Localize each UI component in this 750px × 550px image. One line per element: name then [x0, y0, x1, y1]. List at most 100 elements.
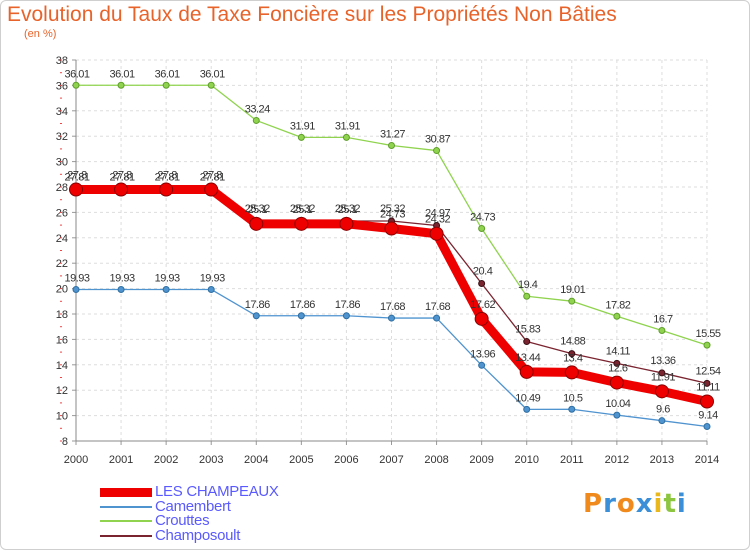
- data-point: [388, 141, 395, 149]
- data-point: [297, 133, 305, 141]
- x-tick-label: 2013: [650, 454, 674, 466]
- data-label: 17.86: [290, 299, 315, 311]
- data-point: [519, 364, 534, 379]
- data-point: [523, 338, 531, 346]
- y-tick-label: 30: [56, 157, 68, 169]
- logo-letter: i: [676, 489, 687, 519]
- data-label: 17.62: [470, 299, 495, 311]
- data-point: [114, 182, 129, 197]
- data-label: 19.01: [560, 284, 585, 296]
- x-tick-label: 2001: [109, 454, 133, 466]
- y-tick-label: 24: [56, 233, 68, 245]
- legend-swatch: [100, 534, 152, 537]
- data-label: 17.86: [245, 299, 270, 311]
- y-tick-label: 38: [56, 55, 68, 67]
- data-point: [207, 285, 215, 293]
- data-point: [474, 311, 489, 326]
- data-label: 12.54: [695, 365, 720, 377]
- x-tick-label: 2002: [154, 454, 178, 466]
- data-point: [72, 285, 80, 293]
- legend-swatch: [100, 505, 152, 508]
- data-label: 25.1: [248, 204, 268, 216]
- data-label: 24.73: [470, 212, 495, 224]
- data-label: 15.83: [515, 324, 540, 336]
- logo-letter: o: [616, 489, 636, 519]
- y-tick-label: 20: [56, 284, 68, 296]
- data-point: [613, 411, 621, 419]
- proxiti-logo: Proxiti: [583, 489, 687, 519]
- legend-label: Camembert: [155, 497, 231, 515]
- data-point: [252, 312, 260, 320]
- data-label: 27.8: [203, 170, 223, 182]
- data-label: 19.93: [155, 272, 180, 284]
- data-point: [568, 297, 576, 305]
- data-point: [564, 365, 579, 380]
- y-tick-label: 36: [56, 80, 68, 92]
- y-tick-label: 18: [56, 309, 68, 321]
- data-label: 25.1: [293, 204, 313, 216]
- data-label: 13.4: [563, 352, 583, 364]
- data-point: [613, 359, 621, 367]
- x-tick-label: 2005: [289, 454, 313, 466]
- legend-swatch: [100, 520, 152, 522]
- data-label: 17.68: [380, 301, 405, 313]
- data-label: 33.24: [245, 103, 270, 115]
- data-label: 13.44: [515, 352, 540, 364]
- data-label: 11.91: [651, 371, 676, 383]
- data-label: 17.68: [425, 301, 450, 313]
- x-tick-label: 2009: [469, 454, 493, 466]
- x-tick-label: 2011: [560, 454, 584, 466]
- data-label: 14.11: [606, 345, 631, 357]
- legend-swatch: [100, 487, 152, 497]
- x-tick-label: 2010: [514, 454, 538, 466]
- data-label: 27.8: [67, 170, 87, 182]
- data-label: 9.14: [698, 410, 718, 422]
- data-point: [384, 221, 399, 236]
- y-tick-label: 14: [56, 360, 68, 372]
- data-point: [478, 280, 486, 288]
- data-label: 19.93: [64, 272, 89, 284]
- data-point: [294, 216, 309, 231]
- data-label: 27.81: [200, 171, 225, 183]
- data-label: 12.6: [608, 363, 628, 375]
- data-label: 27.81: [155, 171, 180, 183]
- data-label: 24.32: [425, 214, 450, 226]
- data-point: [72, 81, 80, 89]
- data-label: 36.01: [110, 68, 135, 80]
- data-label: 10.49: [515, 392, 540, 404]
- data-label: 36.01: [64, 68, 89, 80]
- logo-letter: x: [635, 489, 654, 519]
- data-label: 11.11: [696, 382, 720, 394]
- y-tick-label: 12: [56, 385, 68, 397]
- data-point: [703, 379, 711, 387]
- data-label: 25.32: [335, 203, 360, 215]
- data-point: [207, 81, 215, 89]
- y-tick-label: 28: [56, 182, 68, 194]
- chart-subtitle: (en %): [24, 28, 57, 40]
- data-label: 36.01: [155, 68, 180, 80]
- x-tick-label: 2003: [199, 454, 223, 466]
- data-point: [162, 81, 170, 89]
- data-label: 25.1: [338, 204, 358, 216]
- data-label: 25.32: [380, 203, 405, 215]
- chart-title: Evolution du Taux de Taxe Foncière sur l…: [7, 3, 617, 26]
- y-tick-label: 26: [56, 207, 68, 219]
- x-tick-label: 2014: [695, 454, 719, 466]
- data-label: 31.91: [335, 120, 360, 132]
- data-point: [523, 292, 531, 300]
- data-label: 14.88: [560, 336, 585, 348]
- data-label: 25.32: [245, 203, 270, 215]
- y-tick-label: 10: [56, 411, 68, 423]
- data-point: [252, 116, 260, 124]
- data-point: [342, 312, 350, 320]
- x-tick-label: 2008: [424, 454, 448, 466]
- data-point: [342, 133, 350, 141]
- data-point: [69, 182, 83, 197]
- data-point: [339, 216, 354, 231]
- legend-label: LES CHAMPEAUX: [155, 483, 279, 500]
- line-chart: 8 10 12 14 16 18 20 22 24 26 28 30 32 34 36 38 2000 2001 2…: [56, 55, 722, 466]
- data-label: 30.87: [425, 134, 450, 146]
- data-label: 24.97: [425, 207, 450, 219]
- data-label: 31.27: [380, 128, 405, 140]
- data-label: 19.4: [518, 279, 538, 291]
